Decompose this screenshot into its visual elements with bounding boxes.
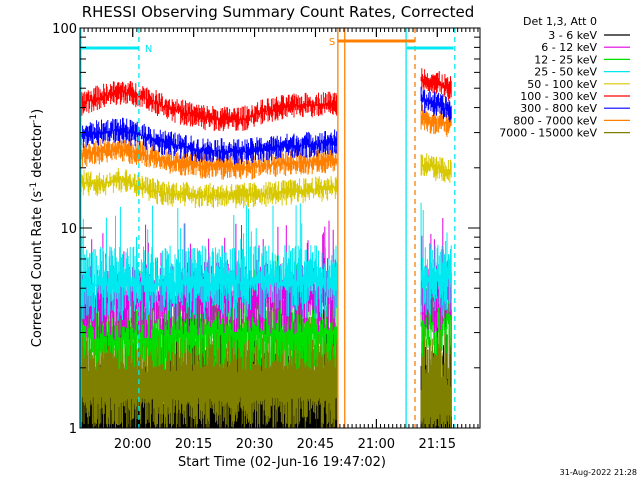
legend-entry-label: 12 - 25 keV xyxy=(534,53,597,66)
x-tick-label: 20:00 xyxy=(114,437,151,452)
plot-area: NS xyxy=(80,28,456,428)
series-trace xyxy=(420,68,452,101)
series-trace xyxy=(420,293,452,428)
y-tick-label: 1 xyxy=(69,422,77,437)
y-tick-label: 10 xyxy=(60,222,77,237)
series-trace xyxy=(420,86,452,123)
series-trace xyxy=(420,153,452,183)
footer-timestamp: 31-Aug-2022 21:28 xyxy=(560,468,637,477)
x-tick-label: 21:00 xyxy=(358,437,395,452)
y-axis-label: Corrected Count Rate (s-1 detector-1) xyxy=(29,109,45,347)
legend-entry-label: 50 - 100 keV xyxy=(527,78,597,91)
x-tick-label: 20:15 xyxy=(175,437,212,452)
y-axis-label-end: ) xyxy=(30,109,45,114)
flag-label: S xyxy=(329,37,335,48)
x-axis: 20:00 20:15 20:30 20:45 21:00 21:15 xyxy=(79,28,479,452)
y-axis-label-main: Corrected Count Rate (s xyxy=(30,191,45,348)
legend-title: Det 1,3, Att 0 xyxy=(523,15,597,28)
legend-entry-label: 7000 - 15000 keV xyxy=(499,127,597,140)
legend-entry-label: 800 - 7000 keV xyxy=(513,114,597,127)
series-trace xyxy=(420,104,452,137)
chart-title: RHESSI Observing Summary Count Rates, Co… xyxy=(82,3,475,21)
y-axis-label-mid: detector xyxy=(30,122,45,182)
y-axis-label-sup2: -1 xyxy=(29,114,39,123)
flag-label: N xyxy=(145,44,152,55)
legend-entry-label: 300 - 800 keV xyxy=(520,102,597,115)
legend-entry-label: 100 - 300 keV xyxy=(520,90,597,103)
y-axis-label-sup1: -1 xyxy=(29,182,39,191)
legend-entry-label: 25 - 50 keV xyxy=(534,66,597,79)
x-tick-label: 21:15 xyxy=(419,437,456,452)
legend-entry-label: 6 - 12 keV xyxy=(541,41,597,54)
x-axis-label: Start Time (02-Jun-16 19:47:02) xyxy=(178,455,386,470)
x-tick-label: 20:45 xyxy=(297,437,334,452)
series-trace xyxy=(420,202,452,316)
y-tick-label: 100 xyxy=(52,22,77,37)
series-trace xyxy=(80,81,338,132)
series-trace xyxy=(80,203,338,322)
y-axis: 1 10 100 xyxy=(52,22,480,437)
legend-entry-label: 3 - 6 keV xyxy=(548,29,597,42)
x-tick-label: 20:30 xyxy=(236,437,273,452)
